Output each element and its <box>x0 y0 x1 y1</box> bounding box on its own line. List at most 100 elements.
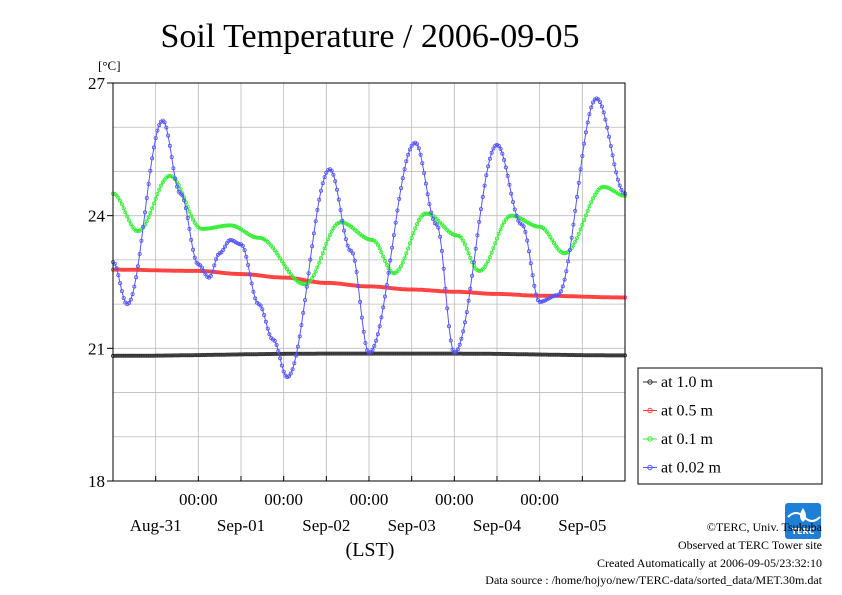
series-point <box>318 188 323 193</box>
series-point <box>589 294 594 299</box>
series-point <box>125 267 130 272</box>
series-point <box>310 276 315 281</box>
series-point <box>398 287 403 292</box>
series-point <box>475 233 480 238</box>
series-point <box>573 239 578 244</box>
series-point <box>253 352 258 357</box>
footer-source: Data source : /home/hojyo/new/TERC-data/… <box>485 573 822 587</box>
series-point <box>190 217 195 222</box>
series-point <box>119 289 124 294</box>
series-point <box>416 218 421 223</box>
series-point <box>342 282 347 287</box>
series-point <box>548 234 553 239</box>
series-point <box>443 286 448 291</box>
series-point <box>127 300 132 305</box>
series-point <box>388 258 393 263</box>
legend: at 1.0 m at 0.5 m at 0.1 m at 0.02 m <box>637 367 823 485</box>
series-point <box>441 266 446 271</box>
x-tick-label-time: 00:00 <box>520 490 559 509</box>
series-point <box>262 312 267 317</box>
series-point <box>345 243 350 248</box>
legend-label: at 1.0 m <box>661 374 714 391</box>
series-point <box>230 271 235 276</box>
series-point <box>416 146 421 151</box>
series-point <box>338 208 343 213</box>
series-point <box>235 271 240 276</box>
series-point <box>228 223 233 228</box>
series-point <box>566 259 571 264</box>
series-point <box>482 183 487 188</box>
series-point <box>461 329 466 334</box>
series-point <box>381 305 386 310</box>
series-point <box>244 272 249 277</box>
y-tick-label: 24 <box>88 207 106 226</box>
series-point <box>582 218 587 223</box>
series-point <box>525 293 530 298</box>
series-point <box>221 223 226 228</box>
series-point <box>414 222 419 227</box>
series-point <box>272 338 277 343</box>
series-point <box>397 267 402 272</box>
series-point <box>331 281 336 286</box>
series-point <box>342 228 347 233</box>
series-point <box>507 292 512 297</box>
series-point <box>171 166 176 171</box>
series-point <box>366 237 371 242</box>
series-point <box>537 224 542 229</box>
series-point <box>311 231 316 236</box>
series-point <box>598 100 603 105</box>
legend-label: at 0.5 m <box>661 403 714 420</box>
series-point <box>187 226 192 231</box>
series-point <box>283 275 288 280</box>
series-point <box>468 286 473 291</box>
series-point <box>135 264 140 269</box>
series-point <box>598 295 603 300</box>
series-point <box>505 173 510 178</box>
series-point <box>270 275 275 280</box>
series-point <box>222 244 227 249</box>
footer-copyright: ©TERC, Univ. Tsukuba <box>707 520 823 534</box>
series-point <box>350 251 355 256</box>
series-point <box>190 268 195 273</box>
series-point <box>297 334 302 339</box>
series-point <box>237 352 242 357</box>
series-point <box>247 272 252 277</box>
series-point <box>571 352 576 357</box>
series-point <box>502 292 507 297</box>
series-point <box>489 150 494 155</box>
series-point <box>496 231 501 236</box>
series-point <box>180 268 185 273</box>
series-point <box>201 268 206 273</box>
series-point <box>527 293 532 298</box>
series-point <box>144 219 149 224</box>
series-point <box>564 294 569 299</box>
series-point <box>550 294 555 299</box>
series-point <box>311 273 316 278</box>
legend-box <box>637 367 823 485</box>
series-point <box>118 267 123 272</box>
series-point <box>320 181 325 186</box>
series-point <box>411 231 416 236</box>
series-point <box>286 275 291 280</box>
series-point <box>270 351 275 356</box>
series-point <box>139 238 144 243</box>
series-point <box>446 289 451 294</box>
y-axis-unit: [°C] <box>98 58 121 73</box>
series-point <box>116 273 121 278</box>
series-point <box>578 227 583 232</box>
series-point <box>198 226 203 231</box>
series-point <box>610 153 615 158</box>
series-point <box>221 352 226 357</box>
series-point <box>331 226 336 231</box>
series-point <box>592 192 597 197</box>
series-point <box>580 294 585 299</box>
series-point <box>510 292 515 297</box>
series-point <box>534 224 539 229</box>
series-point <box>418 152 423 157</box>
series-point <box>214 257 219 262</box>
series-point <box>468 255 473 260</box>
series-point <box>349 248 354 253</box>
series-point <box>146 215 151 220</box>
series-point <box>230 223 235 228</box>
